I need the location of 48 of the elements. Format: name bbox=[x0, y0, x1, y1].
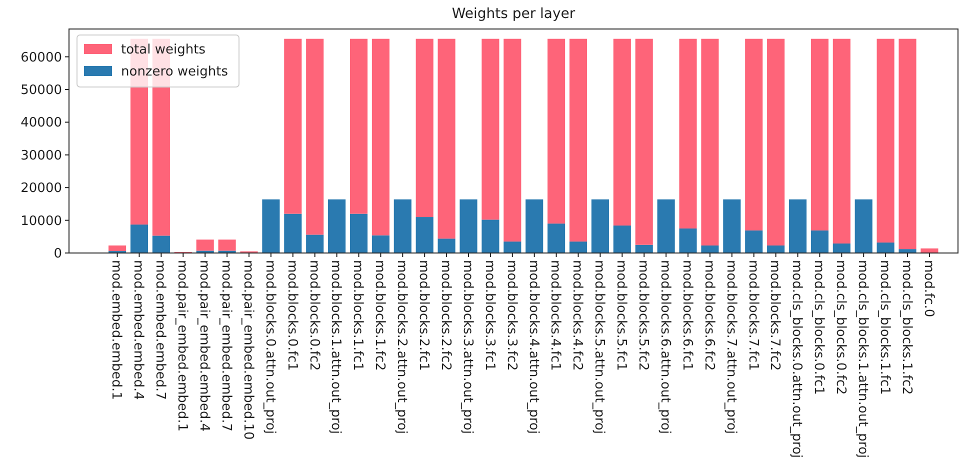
x-tick-label: mod.fc.0 bbox=[920, 260, 936, 318]
x-tick-label: mod.blocks.6.attn.out_proj bbox=[658, 260, 673, 434]
x-tick-label: mod.blocks.4.fc2 bbox=[570, 260, 585, 371]
y-tick-label: 40000 bbox=[20, 116, 62, 131]
x-tick-label: mod.cls_blocks.0.fc2 bbox=[833, 260, 848, 395]
legend-label: nonzero weights bbox=[121, 64, 228, 80]
x-tick-label: mod.blocks.7.attn.out_proj bbox=[723, 260, 738, 434]
x-tick-label: mod.pair_embed.embed.4 bbox=[196, 260, 212, 432]
x-tick-label: mod.embed.embed.4 bbox=[130, 260, 146, 400]
x-tick-label: mod.blocks.0.fc1 bbox=[284, 260, 300, 371]
x-tick-label: mod.cls_blocks.1.fc2 bbox=[898, 260, 914, 395]
x-tick-label: mod.blocks.5.fc2 bbox=[636, 260, 651, 371]
x-tick-label: mod.blocks.2.attn.out_proj bbox=[394, 260, 410, 434]
x-tick-label: mod.blocks.1.fc1 bbox=[350, 260, 366, 371]
x-tick-label: mod.embed.embed.7 bbox=[152, 260, 168, 400]
x-tick-label: mod.cls_blocks.1.fc1 bbox=[877, 260, 892, 395]
x-tick-label: mod.pair_embed.embed.7 bbox=[218, 260, 234, 432]
y-tick-label: 0 bbox=[54, 246, 62, 262]
y-tick-label: 10000 bbox=[20, 214, 62, 229]
y-tick-label: 50000 bbox=[20, 83, 62, 98]
x-tick-label: mod.blocks.7.fc1 bbox=[745, 260, 760, 371]
x-tick-label: mod.blocks.3.fc1 bbox=[482, 260, 497, 371]
x-tick-label: mod.blocks.7.fc2 bbox=[767, 260, 782, 371]
y-tick-label: 20000 bbox=[20, 181, 62, 196]
chart-title: Weights per layer bbox=[452, 6, 576, 22]
x-tick-label: mod.blocks.3.attn.out_proj bbox=[460, 260, 475, 434]
x-tick-label: mod.cls_blocks.1.attn.out_proj bbox=[855, 260, 870, 458]
x-tick-label: mod.blocks.4.fc1 bbox=[548, 260, 563, 371]
x-tick-label: mod.blocks.1.fc2 bbox=[372, 260, 388, 371]
x-tick-label: mod.cls_blocks.0.attn.out_proj bbox=[789, 260, 804, 458]
x-tick-label: mod.blocks.6.fc2 bbox=[701, 260, 716, 371]
x-tick-label: mod.blocks.2.fc2 bbox=[438, 260, 453, 371]
x-tick-label: mod.pair_embed.embed.1 bbox=[174, 260, 190, 432]
x-tick-label: mod.blocks.1.attn.out_proj bbox=[328, 260, 344, 434]
x-tick-label: mod.blocks.0.fc2 bbox=[306, 260, 322, 371]
x-tick-label: mod.blocks.0.attn.out_proj bbox=[262, 260, 278, 434]
x-tick-label: mod.blocks.6.fc1 bbox=[679, 260, 694, 371]
y-tick-label: 60000 bbox=[20, 50, 62, 66]
x-tick-label: mod.pair_embed.embed.10 bbox=[240, 260, 256, 440]
x-tick-label: mod.blocks.5.attn.out_proj bbox=[592, 260, 607, 434]
legend-label: total weights bbox=[121, 42, 206, 58]
x-tick-label: mod.cls_blocks.0.fc1 bbox=[811, 260, 826, 395]
x-tick-label: mod.embed.embed.1 bbox=[108, 260, 124, 400]
x-tick-label: mod.blocks.3.fc2 bbox=[504, 260, 519, 371]
x-tick-label: mod.blocks.2.fc1 bbox=[416, 260, 432, 371]
x-tick-label: mod.blocks.4.attn.out_proj bbox=[526, 260, 541, 434]
x-tick-label: mod.blocks.5.fc1 bbox=[614, 260, 629, 371]
y-tick-label: 30000 bbox=[20, 148, 62, 164]
